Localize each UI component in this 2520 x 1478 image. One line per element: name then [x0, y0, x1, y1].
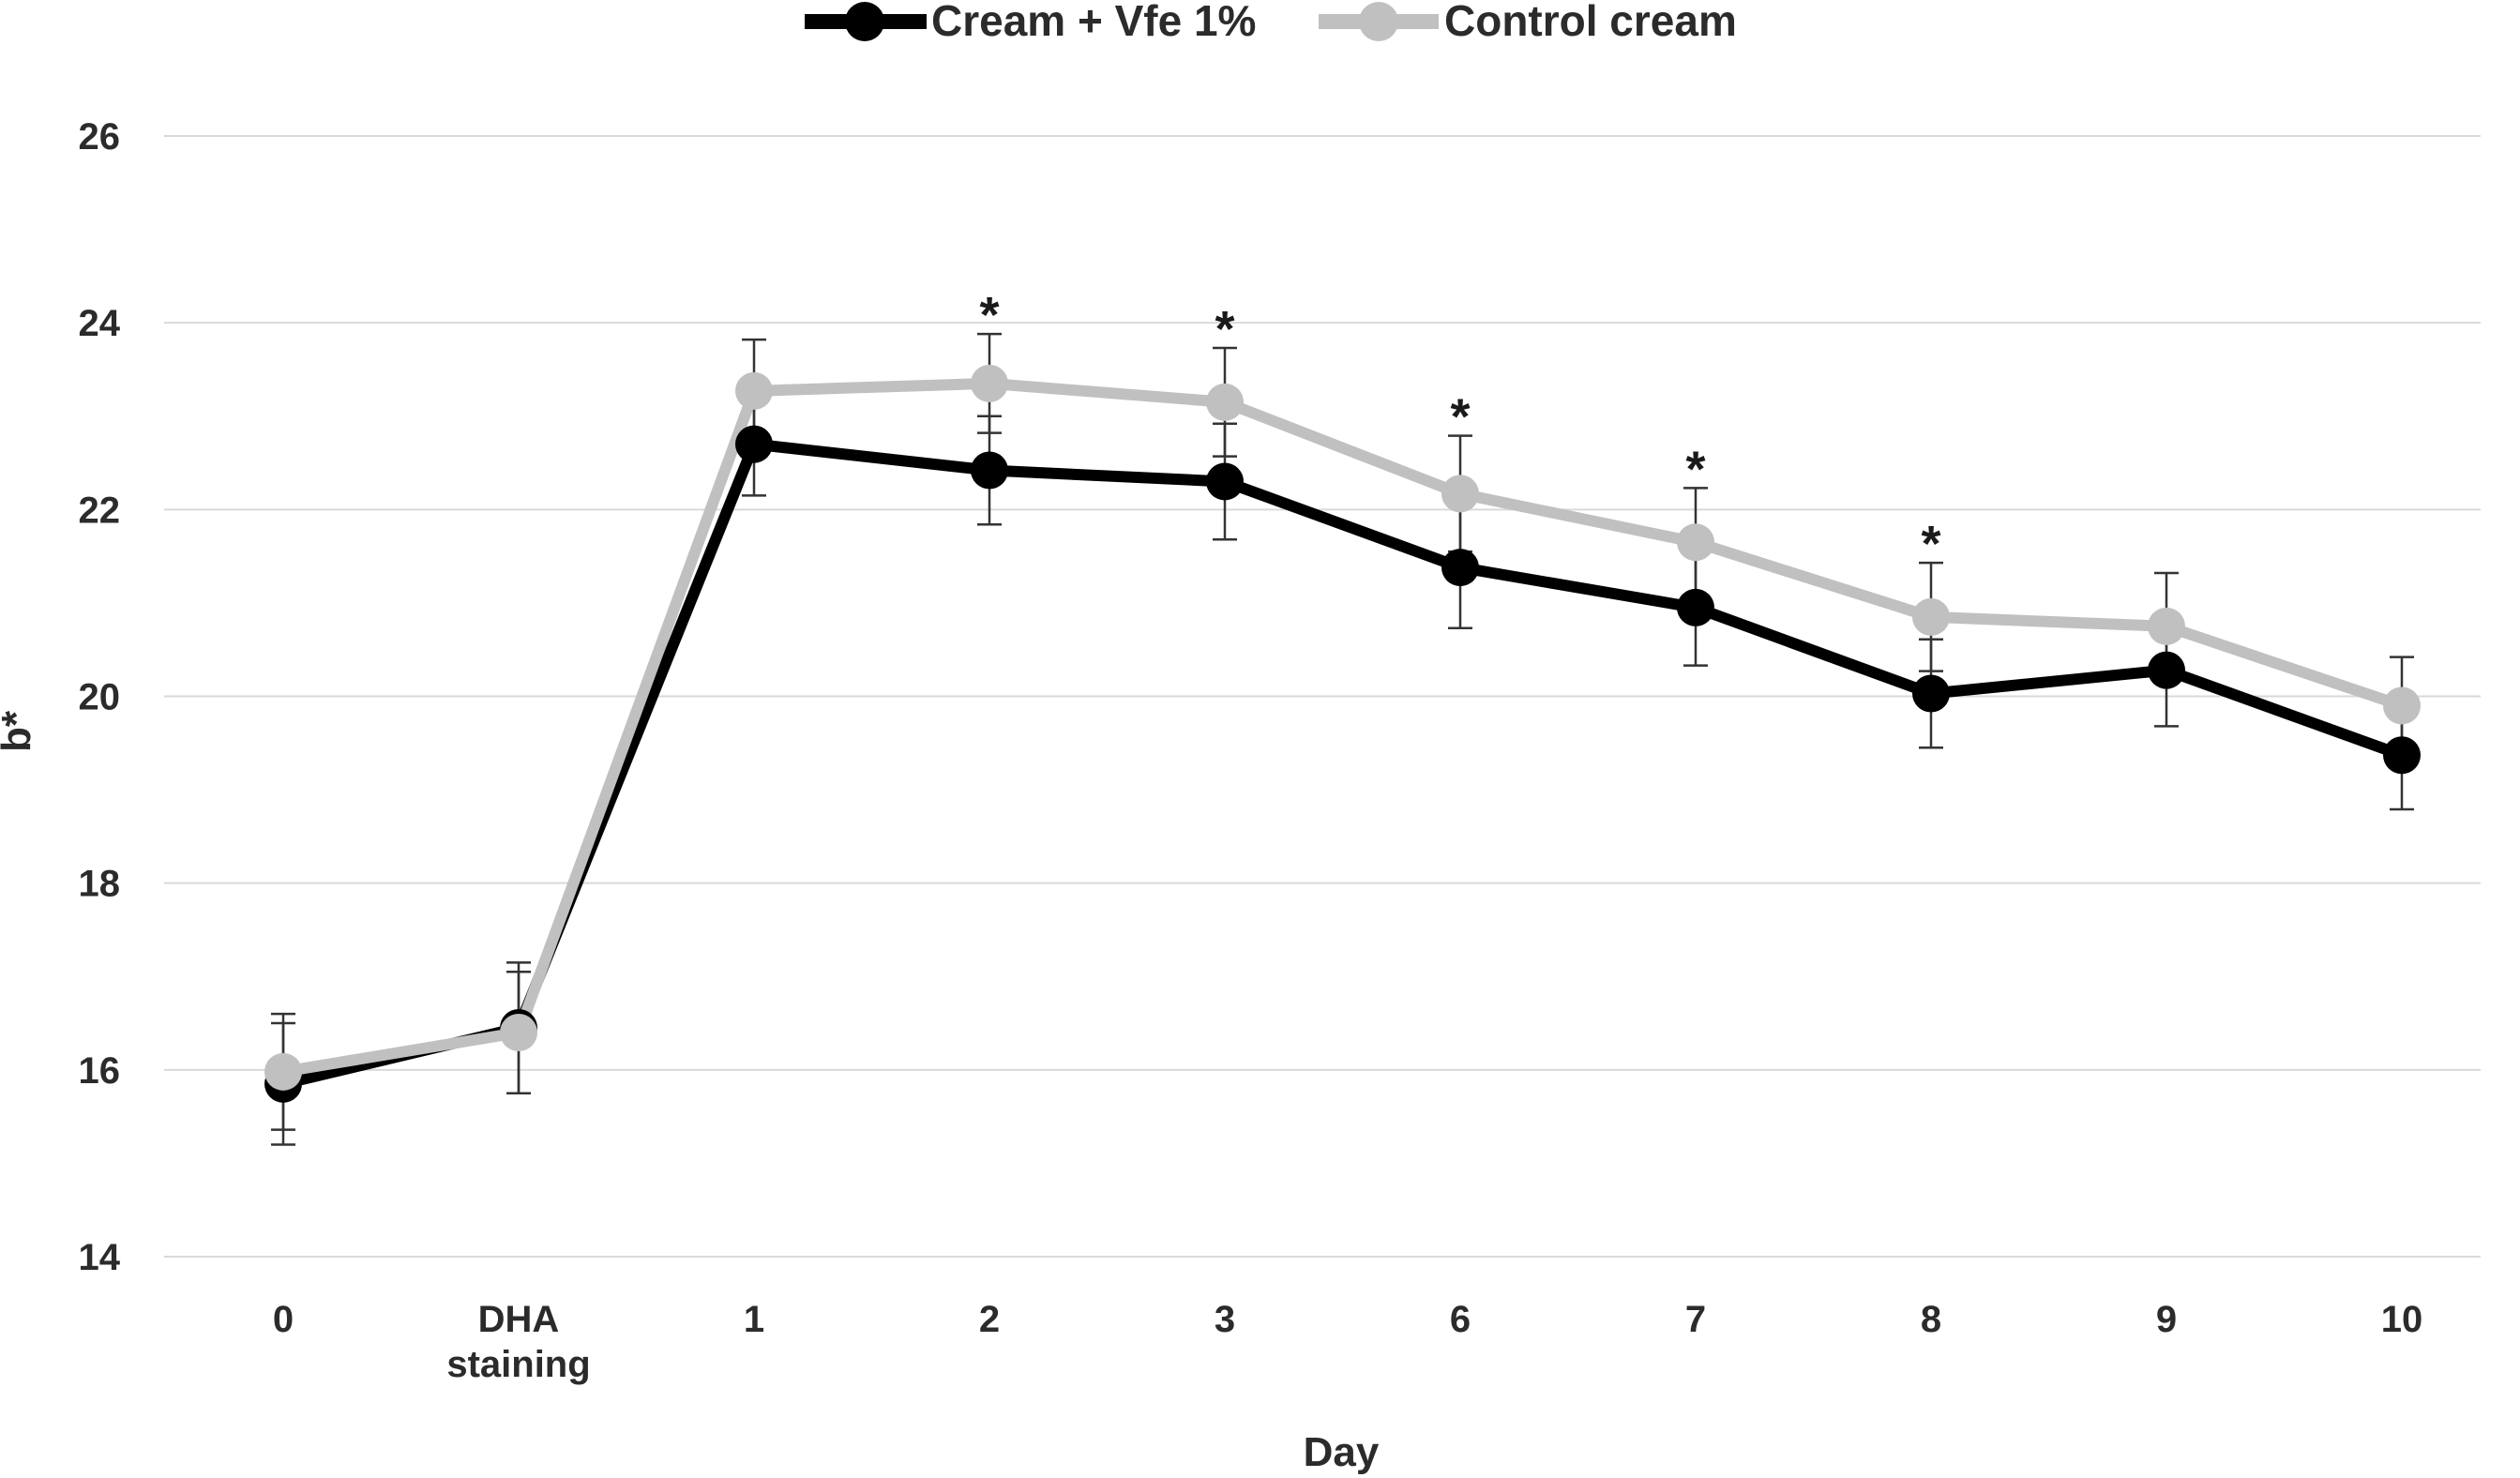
x-tick-label-6-line-0: 7 [1685, 1299, 1706, 1340]
series-points [264, 364, 2421, 1103]
x-tick-label-2-line-0: 1 [744, 1299, 764, 1340]
gridlines [164, 135, 2481, 1258]
x-tick-label-5: 6 [1450, 1299, 1471, 1340]
data-point-s0-9[interactable] [2383, 736, 2421, 775]
x-tick-label-3-line-0: 2 [979, 1299, 1000, 1340]
data-point-s1-7[interactable] [1912, 597, 1950, 636]
y-tick-label-16: 16 [79, 1050, 121, 1092]
legend: Cream + Vfe 1% Control cream [805, 0, 1737, 45]
legend-label-control-cream: Control cream [1444, 0, 1737, 45]
data-point-s0-7[interactable] [1912, 674, 1950, 713]
x-tick-label-7-line-0: 8 [1921, 1299, 1941, 1340]
x-tick-label-9: 10 [2381, 1299, 2423, 1340]
y-tick-label-20: 20 [79, 677, 121, 718]
data-point-s0-2[interactable] [735, 425, 773, 463]
x-tick-label-8: 9 [2156, 1299, 2177, 1340]
data-point-s1-0[interactable] [264, 1052, 302, 1091]
y-tick-label-22: 22 [79, 490, 121, 531]
significance-star-5: * [1450, 389, 1470, 445]
x-tick-label-1-line-1: staining [446, 1344, 590, 1385]
x-tick-label-4: 3 [1215, 1299, 1235, 1340]
y-tick-label-26: 26 [79, 116, 121, 158]
x-tick-label-5-line-0: 6 [1450, 1299, 1471, 1340]
significance-star-3: * [979, 287, 999, 343]
data-point-s0-8[interactable] [2148, 651, 2185, 689]
x-tick-label-0-line-0: 0 [273, 1299, 294, 1340]
x-tick-label-2: 1 [744, 1299, 764, 1340]
x-tick-label-1: DHA staining [446, 1299, 590, 1385]
data-point-s0-5[interactable] [1441, 549, 1479, 587]
significance-star-7: * [1921, 516, 1940, 572]
x-tick-label-1-line-0: DHA [478, 1299, 560, 1340]
error-bars [271, 332, 2414, 1146]
y-axis-ticks: 14 16 18 20 22 24 26 [79, 116, 121, 1278]
legend-swatch-marker-control-cream [1359, 2, 1398, 41]
x-axis-ticks: 0 DHA staining 1 2 3 6 7 8 9 10 [273, 1299, 2422, 1385]
x-tick-label-6: 7 [1685, 1299, 1706, 1340]
significance-annotations: * * * * * [979, 287, 1940, 572]
data-point-s0-6[interactable] [1677, 588, 1714, 626]
x-tick-label-7: 8 [1921, 1299, 1941, 1340]
data-point-s0-3[interactable] [971, 451, 1008, 490]
significance-star-4: * [1215, 301, 1234, 357]
y-axis-title: b* [0, 710, 39, 752]
x-tick-label-0: 0 [273, 1299, 294, 1340]
series-line-1 [278, 377, 2407, 1078]
x-tick-label-4-line-0: 3 [1215, 1299, 1235, 1340]
data-point-s1-1[interactable] [500, 1014, 537, 1051]
y-tick-label-14: 14 [79, 1237, 121, 1278]
legend-label-cream-vfe: Cream + Vfe 1% [931, 0, 1256, 45]
legend-item-control-cream[interactable]: Control cream [1319, 0, 1737, 45]
legend-item-cream-vfe[interactable]: Cream + Vfe 1% [805, 0, 1256, 45]
series-lines [278, 377, 2407, 1090]
y-tick-label-18: 18 [79, 864, 121, 905]
x-tick-label-8-line-0: 9 [2156, 1299, 2177, 1340]
data-point-s1-2[interactable] [735, 371, 773, 410]
x-tick-label-9-line-0: 10 [2381, 1299, 2423, 1340]
data-point-s1-8[interactable] [2148, 607, 2185, 645]
y-tick-label-24: 24 [79, 303, 121, 344]
data-point-s1-3[interactable] [971, 364, 1008, 402]
data-point-s1-5[interactable] [1441, 475, 1479, 513]
data-point-s1-9[interactable] [2383, 686, 2421, 725]
significance-star-6: * [1685, 441, 1705, 497]
legend-swatch-marker-cream-vfe [845, 2, 884, 41]
data-point-s1-4[interactable] [1206, 383, 1244, 421]
x-axis-title: Day [1304, 1429, 1380, 1475]
series-line-0 [278, 438, 2407, 1090]
data-point-s0-4[interactable] [1206, 462, 1244, 501]
data-point-s1-6[interactable] [1677, 523, 1714, 562]
x-tick-label-3: 2 [979, 1299, 1000, 1340]
